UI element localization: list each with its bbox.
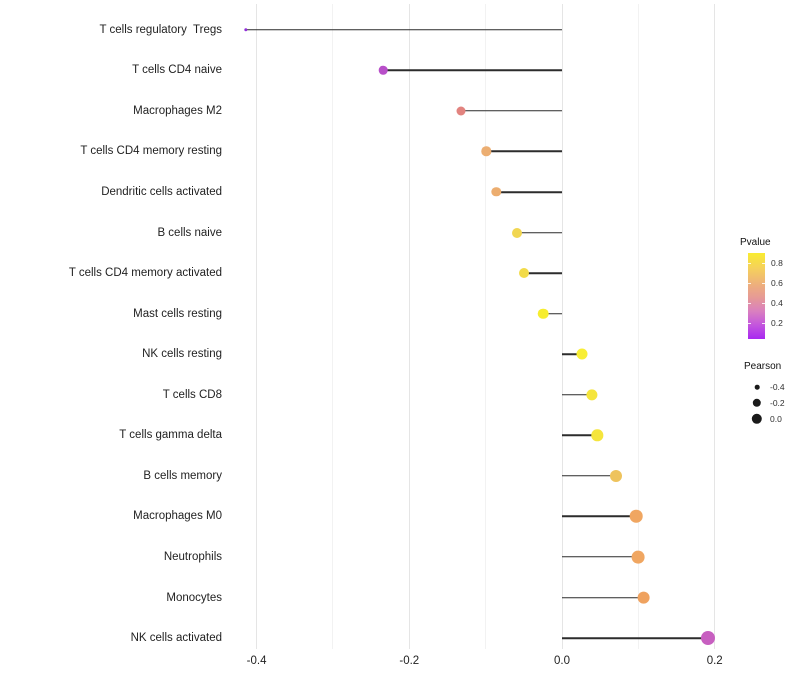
- category-label: Macrophages M0: [133, 510, 222, 523]
- size-legend-label: -0.4: [770, 382, 785, 392]
- colorbar-tick-mark: [762, 282, 765, 284]
- size-legend-dot: [752, 398, 762, 408]
- category-label: B cells memory: [143, 469, 222, 482]
- category-label: B cells naive: [157, 226, 222, 239]
- colorbar-tick-mark: [748, 302, 751, 304]
- colorbar-tick-mark: [762, 302, 765, 304]
- data-point: [700, 631, 715, 646]
- lollipop-stem: [562, 556, 639, 558]
- category-label: T cells gamma delta: [119, 429, 222, 442]
- data-point: [511, 227, 522, 238]
- lollipop-stem: [516, 231, 562, 234]
- data-point: [518, 268, 529, 279]
- data-point: [456, 106, 466, 116]
- lollipop-stem: [383, 69, 562, 72]
- colorbar-tick-mark: [748, 322, 751, 324]
- category-label: Monocytes: [166, 591, 222, 604]
- data-point: [586, 389, 598, 401]
- colorbar-tick-label: 0.2: [771, 317, 783, 328]
- data-point: [491, 187, 502, 197]
- category-label: Dendritic cells activated: [101, 186, 222, 198]
- lollipop-stem: [562, 515, 637, 518]
- lollipop-stem: [562, 394, 592, 396]
- data-point: [481, 146, 492, 157]
- category-label: T cells CD8: [162, 388, 222, 401]
- lollipop-stem: [562, 353, 582, 355]
- minor-gridline: [485, 4, 487, 649]
- size-legend-label: -0.2: [770, 398, 785, 408]
- category-label: Mast cells resting: [133, 307, 222, 320]
- colorbar-tick-mark: [748, 282, 751, 284]
- lollipop-stem: [542, 312, 562, 315]
- category-label: Macrophages M2: [133, 104, 222, 117]
- lollipop-stem: [523, 272, 562, 274]
- size-legend-dot: [751, 413, 763, 425]
- colorbar-tick-mark: [762, 322, 765, 324]
- data-point: [637, 591, 651, 604]
- size-legend-label: 0.0: [770, 414, 782, 424]
- lollipop-stem: [486, 150, 562, 153]
- size-legend-dot: [754, 384, 760, 390]
- data-point: [631, 550, 645, 564]
- data-point: [629, 510, 643, 523]
- colorbar-tick-mark: [748, 263, 751, 265]
- x-axis-tick-label: -0.2: [399, 655, 420, 667]
- colorbar-tick-mark: [762, 263, 765, 265]
- lollipop-stem: [562, 637, 708, 639]
- colorbar-tick-label: 0.6: [771, 277, 783, 288]
- data-point: [610, 469, 623, 482]
- data-point: [591, 429, 603, 441]
- lollipop-stem: [562, 475, 617, 477]
- category-label: T cells CD4 naive: [132, 64, 222, 77]
- major-gridline: [256, 4, 258, 649]
- lollipop-stem: [496, 191, 562, 193]
- colorbar-tick-label: 0.8: [771, 258, 783, 269]
- lollipop-stem: [461, 110, 562, 112]
- lollipop-stem: [562, 596, 644, 599]
- pvalue-colorbar: [748, 253, 765, 339]
- data-point: [576, 348, 588, 360]
- data-point: [379, 66, 388, 75]
- major-gridline: [561, 4, 563, 649]
- pearson-legend-title: Pearson: [744, 361, 782, 372]
- pvalue-legend-title: Pvalue: [740, 237, 771, 248]
- x-axis-tick-label: 0.0: [554, 655, 570, 667]
- category-label: T cells regulatory Tregs: [99, 23, 222, 36]
- data-point: [537, 308, 549, 319]
- data-point: [244, 28, 248, 32]
- x-axis-tick-label: -0.4: [246, 655, 267, 667]
- category-label: T cells CD4 memory activated: [68, 267, 222, 280]
- category-label: NK cells activated: [130, 632, 222, 645]
- lollipop-stem: [562, 434, 598, 437]
- major-gridline: [714, 4, 716, 649]
- lollipop-stem: [245, 29, 562, 31]
- category-label: NK cells resting: [142, 348, 222, 361]
- major-gridline: [408, 4, 410, 649]
- colorbar-tick-label: 0.4: [771, 297, 783, 308]
- minor-gridline: [332, 4, 334, 649]
- category-label: T cells CD4 memory resting: [80, 145, 222, 158]
- minor-gridline: [637, 4, 639, 649]
- x-axis-tick-label: 0.2: [706, 655, 723, 667]
- category-label: Neutrophils: [163, 550, 222, 563]
